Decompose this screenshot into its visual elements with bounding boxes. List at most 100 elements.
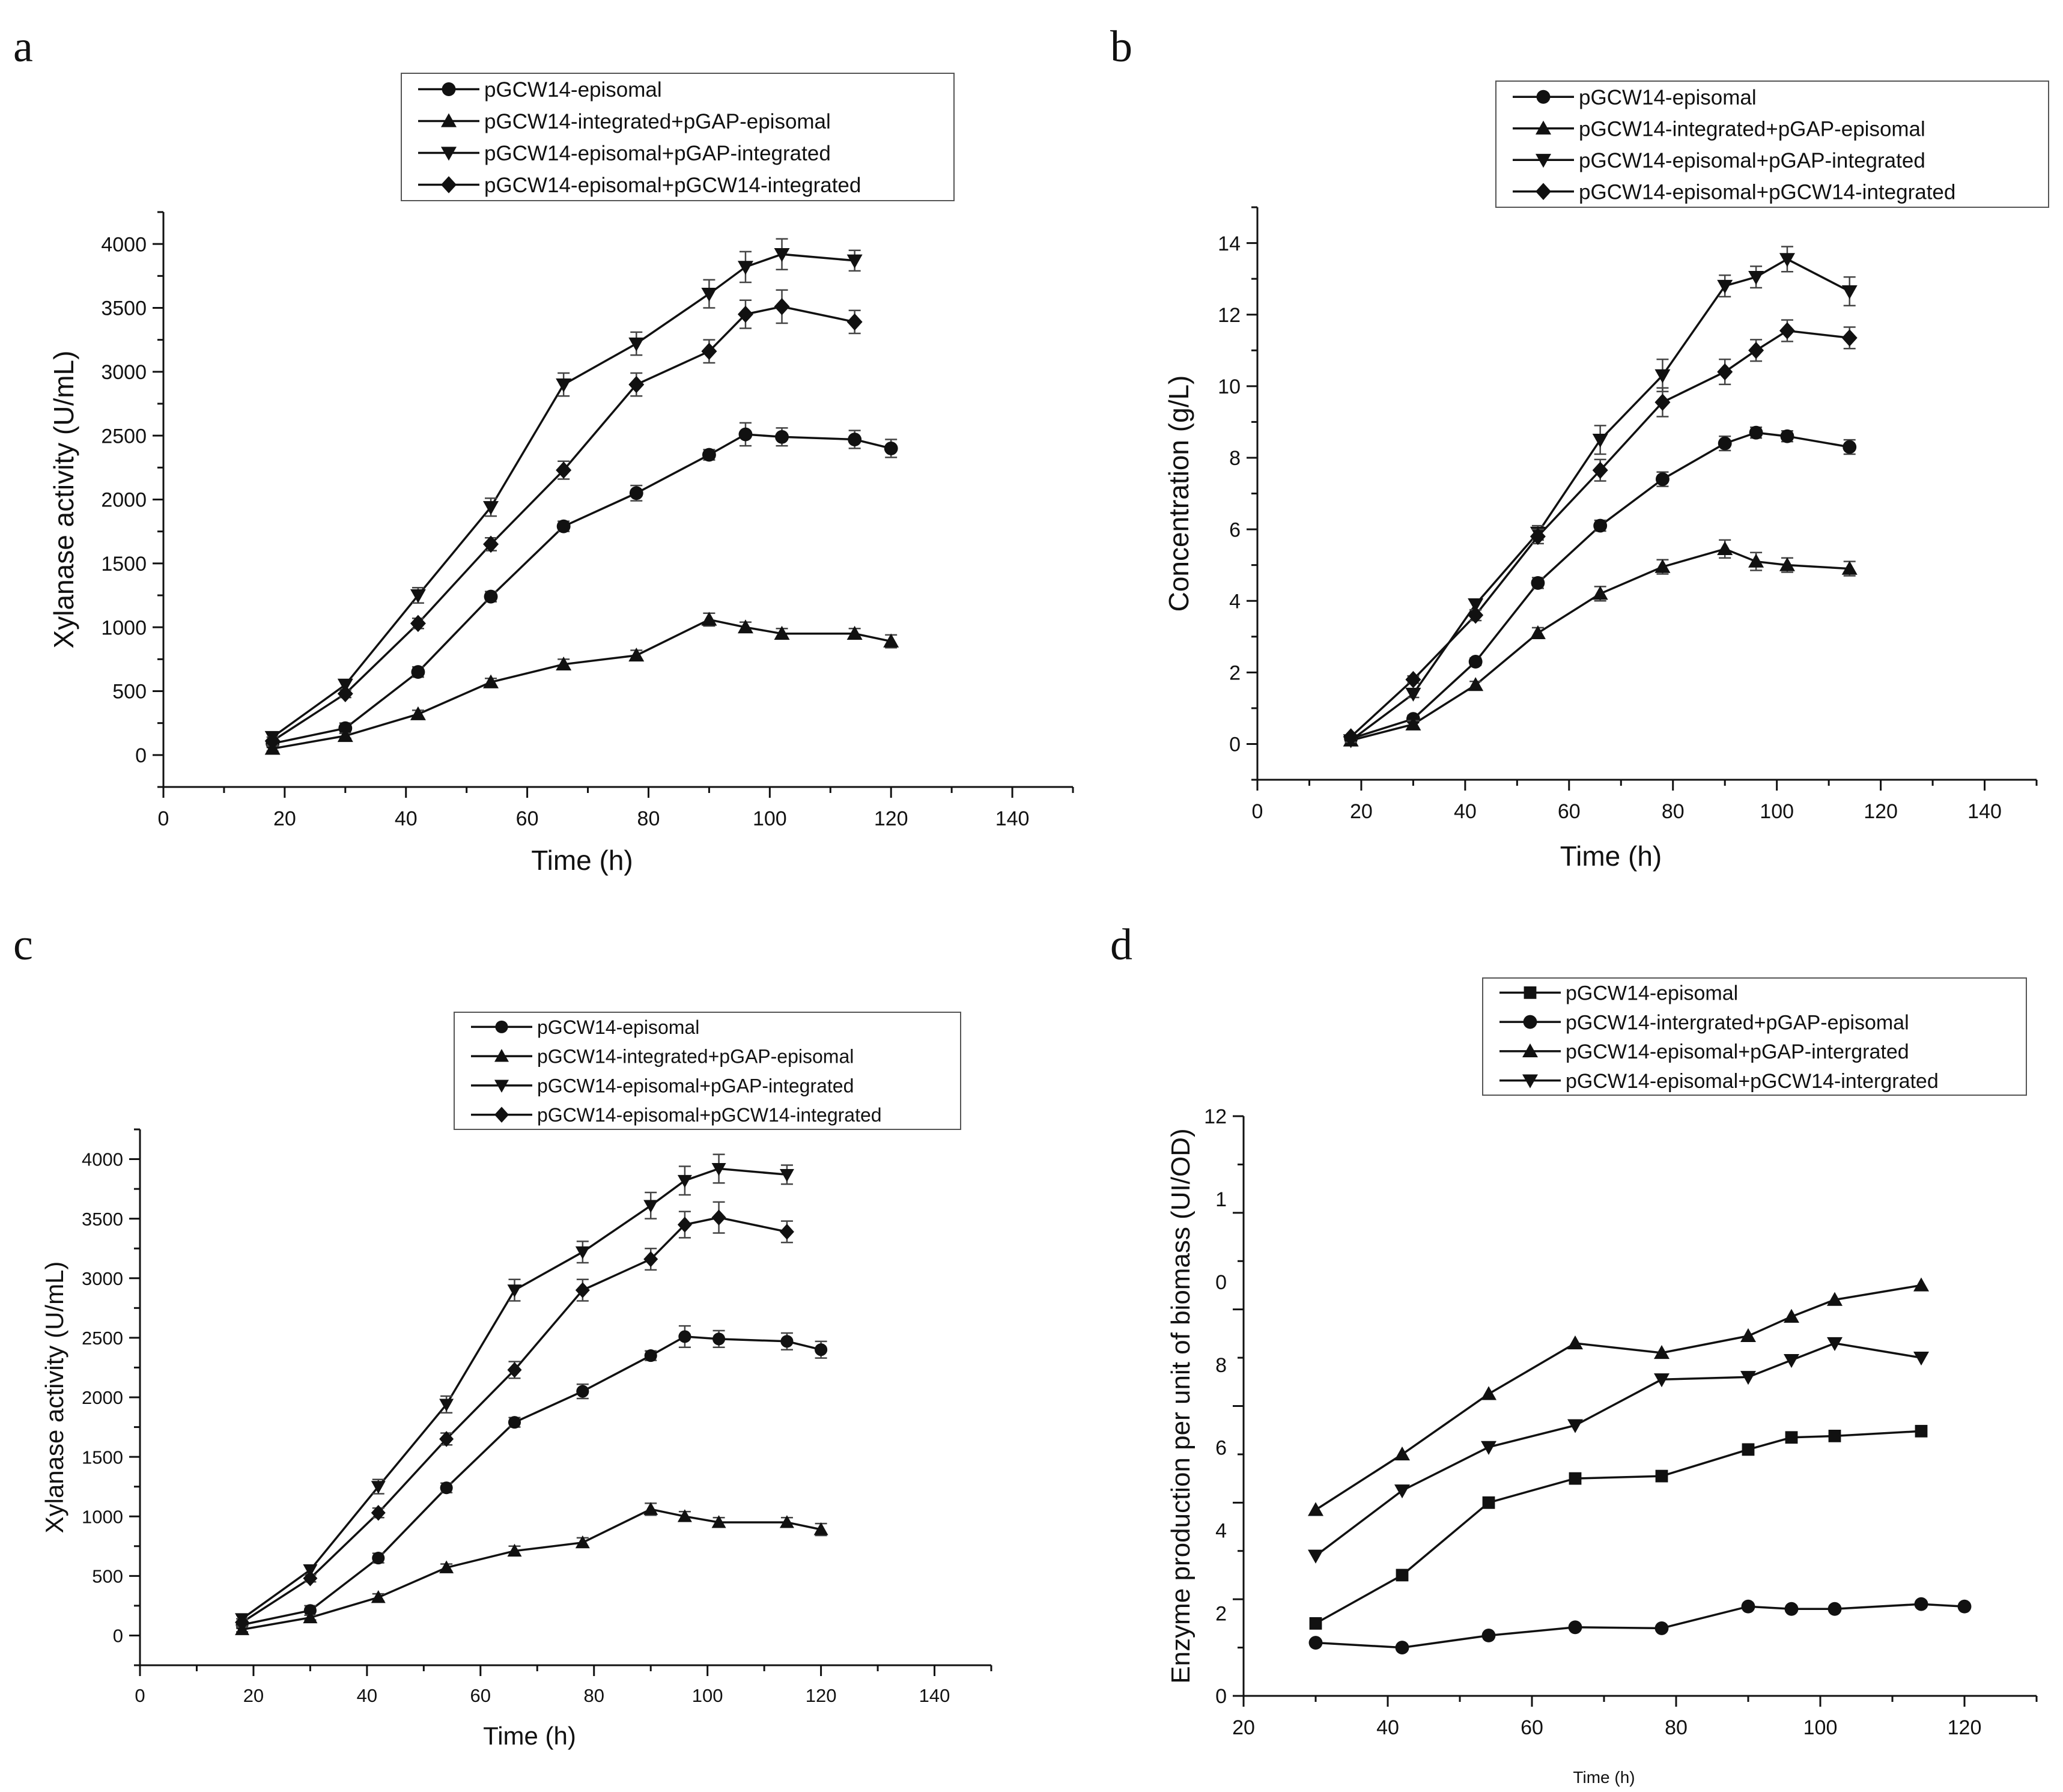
data-point: [439, 1560, 454, 1573]
legend-box: [1495, 80, 2049, 208]
x-tick-label: 80: [1665, 1716, 1688, 1739]
x-tick-label: 120: [1948, 1716, 1982, 1739]
data-point: [1718, 436, 1732, 451]
data-point: [372, 1552, 385, 1565]
data-point: [1913, 1351, 1929, 1366]
data-point: [737, 261, 753, 275]
data-point: [1308, 1549, 1323, 1564]
x-tick-label: 140: [995, 807, 1030, 830]
data-point: [678, 1330, 691, 1343]
x-tick-label: 0: [1252, 800, 1263, 823]
x-tick-label: 100: [1760, 800, 1794, 823]
legend-marker: [441, 147, 457, 161]
y-tick-label: 3500: [101, 297, 147, 320]
y-tick-label: 14: [1218, 232, 1241, 255]
series-line: [242, 1216, 788, 1624]
data-point: [575, 1282, 590, 1298]
data-point: [1749, 425, 1763, 440]
legend-marker: [1536, 90, 1551, 104]
data-point: [1531, 576, 1545, 590]
data-point: [507, 1362, 522, 1378]
data-point: [1827, 1292, 1843, 1306]
x-tick-label: 80: [583, 1685, 604, 1706]
data-point: [643, 1200, 658, 1213]
y-tick-label: 4: [1229, 590, 1241, 613]
data-point: [883, 633, 899, 648]
data-point: [303, 1610, 318, 1624]
legend-marker: [494, 1107, 509, 1123]
legend-label: pGCW14-integrated+pGAP-episomal: [537, 1046, 854, 1068]
data-point: [677, 1174, 692, 1188]
data-point: [628, 337, 645, 352]
data-point: [1654, 369, 1671, 383]
data-point: [507, 1284, 522, 1298]
y-tick-label: 6: [1215, 1437, 1227, 1460]
data-point: [1717, 541, 1733, 555]
data-point: [1841, 560, 1858, 575]
data-point: [711, 1163, 726, 1176]
legend-box: [454, 1012, 961, 1130]
legend-label: pGCW14-integrated+pGAP-episomal: [484, 110, 831, 133]
y-tick-label: 0: [1229, 734, 1241, 756]
legend: pGCW14-episomal pGCW14-integrated+pGAP-ep…: [1495, 80, 2049, 208]
series-line: [1350, 258, 1850, 741]
series-line: [1314, 1342, 1922, 1557]
data-point: [738, 427, 753, 442]
data-point: [575, 1246, 590, 1260]
data-point: [303, 1570, 318, 1587]
y-tick-label: 4000: [101, 233, 147, 256]
data-point: [1481, 1441, 1496, 1455]
x-tick-label: 60: [470, 1685, 491, 1706]
data-point: [780, 1335, 794, 1348]
series-4: [235, 1201, 794, 1630]
chart-panel-b: b 0 20 40 60 80 100 120 140 0 2 4 6 8 10 12 14 Time (h) Co…: [1110, 22, 2049, 872]
panel-letter: b: [1110, 22, 1132, 71]
data-point: [439, 1431, 454, 1447]
data-point: [1827, 1337, 1843, 1351]
data-point: [1530, 625, 1546, 639]
series-2: [264, 612, 899, 755]
series-line: [241, 1167, 788, 1620]
y-tick-label: 1000: [101, 616, 147, 639]
data-point: [701, 612, 717, 626]
x-tick-label: 40: [1454, 800, 1477, 823]
data-point: [1742, 1443, 1755, 1456]
y-tick-label: 0: [135, 744, 147, 767]
y-tick-label: 1: [1215, 1188, 1227, 1211]
legend-marker: [495, 1020, 508, 1033]
data-point: [1405, 670, 1421, 688]
legend-label: pGCW14-episomal+pGCW14-integrated: [484, 174, 861, 197]
series-line: [1315, 1603, 1965, 1649]
x-tick-label: 60: [1521, 1716, 1543, 1739]
data-point: [1780, 429, 1794, 443]
x-tick-label: 0: [135, 1685, 145, 1706]
legend-marker: [441, 176, 457, 193]
data-point: [815, 1343, 828, 1356]
legend-box: [401, 73, 955, 201]
chart-panel-c: c 0 20 40 60 80 100 120 140 0 500 1000 1500 2000 2500 3…: [13, 920, 992, 1750]
x-tick-label: 20: [1232, 1716, 1255, 1739]
legend-marker: [1536, 154, 1551, 168]
y-tick-label: 2: [1229, 662, 1241, 685]
data-point: [483, 535, 499, 553]
x-axis-label: Time (h): [531, 845, 633, 876]
legend-label: pGCW14-episomal+pGCW14-integrated: [1579, 180, 1955, 204]
x-tick-label: 100: [692, 1685, 723, 1706]
data-point: [1784, 1353, 1799, 1368]
x-tick-label: 140: [1967, 800, 2002, 823]
chart-panel-a: a 0 20 40 60 80 100 120 140 0 500 1000 1500 2000 2500 3…: [13, 22, 1074, 876]
data-point: [712, 1332, 726, 1346]
x-tick-label: 0: [158, 807, 169, 830]
data-point: [1654, 559, 1671, 573]
legend-label: pGCW14-episomal: [537, 1016, 699, 1038]
data-point: [1468, 655, 1483, 669]
y-tick-label: 12: [1218, 304, 1241, 327]
data-point: [1717, 279, 1733, 294]
data-point: [1748, 553, 1764, 568]
legend-box: [1482, 977, 2027, 1096]
legend-marker: [1522, 1074, 1538, 1089]
y-axis-label: Concentration (g/L): [1163, 375, 1194, 612]
data-point: [1567, 1335, 1583, 1350]
data-point: [701, 342, 717, 360]
data-point: [1915, 1424, 1928, 1438]
